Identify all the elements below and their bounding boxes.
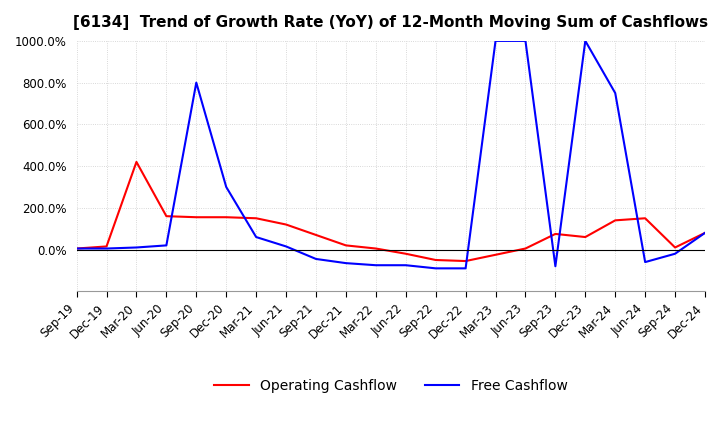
Free Cashflow: [372, 263, 380, 268]
Operating Cashflow: [611, 218, 619, 223]
Operating Cashflow: [282, 222, 290, 227]
Operating Cashflow: [102, 244, 111, 249]
Title: [6134]  Trend of Growth Rate (YoY) of 12-Month Moving Sum of Cashflows: [6134] Trend of Growth Rate (YoY) of 12-…: [73, 15, 708, 30]
Line: Operating Cashflow: Operating Cashflow: [76, 162, 705, 261]
Operating Cashflow: [341, 243, 350, 248]
Operating Cashflow: [312, 232, 320, 238]
Line: Free Cashflow: Free Cashflow: [76, 41, 705, 268]
Operating Cashflow: [72, 246, 81, 251]
Operating Cashflow: [462, 258, 470, 264]
Free Cashflow: [431, 266, 440, 271]
Free Cashflow: [282, 244, 290, 249]
Operating Cashflow: [431, 257, 440, 263]
Legend: Operating Cashflow, Free Cashflow: Operating Cashflow, Free Cashflow: [209, 374, 573, 399]
Free Cashflow: [102, 246, 111, 251]
Operating Cashflow: [372, 246, 380, 251]
Free Cashflow: [402, 263, 410, 268]
Free Cashflow: [162, 243, 171, 248]
Operating Cashflow: [162, 213, 171, 219]
Operating Cashflow: [521, 246, 530, 251]
Operating Cashflow: [491, 252, 500, 257]
Operating Cashflow: [222, 215, 230, 220]
Free Cashflow: [192, 80, 201, 85]
Free Cashflow: [491, 38, 500, 44]
Free Cashflow: [252, 235, 261, 240]
Operating Cashflow: [132, 159, 141, 165]
Free Cashflow: [701, 230, 709, 235]
Operating Cashflow: [581, 235, 590, 240]
Free Cashflow: [132, 245, 141, 250]
Free Cashflow: [72, 246, 81, 251]
Operating Cashflow: [252, 216, 261, 221]
Free Cashflow: [671, 251, 680, 257]
Free Cashflow: [551, 264, 559, 269]
Free Cashflow: [462, 266, 470, 271]
Free Cashflow: [312, 257, 320, 262]
Operating Cashflow: [641, 216, 649, 221]
Free Cashflow: [581, 38, 590, 44]
Operating Cashflow: [402, 251, 410, 257]
Free Cashflow: [222, 184, 230, 190]
Free Cashflow: [341, 260, 350, 266]
Operating Cashflow: [192, 215, 201, 220]
Free Cashflow: [521, 38, 530, 44]
Operating Cashflow: [671, 245, 680, 250]
Operating Cashflow: [701, 230, 709, 235]
Free Cashflow: [611, 90, 619, 95]
Free Cashflow: [641, 260, 649, 265]
Operating Cashflow: [551, 231, 559, 237]
